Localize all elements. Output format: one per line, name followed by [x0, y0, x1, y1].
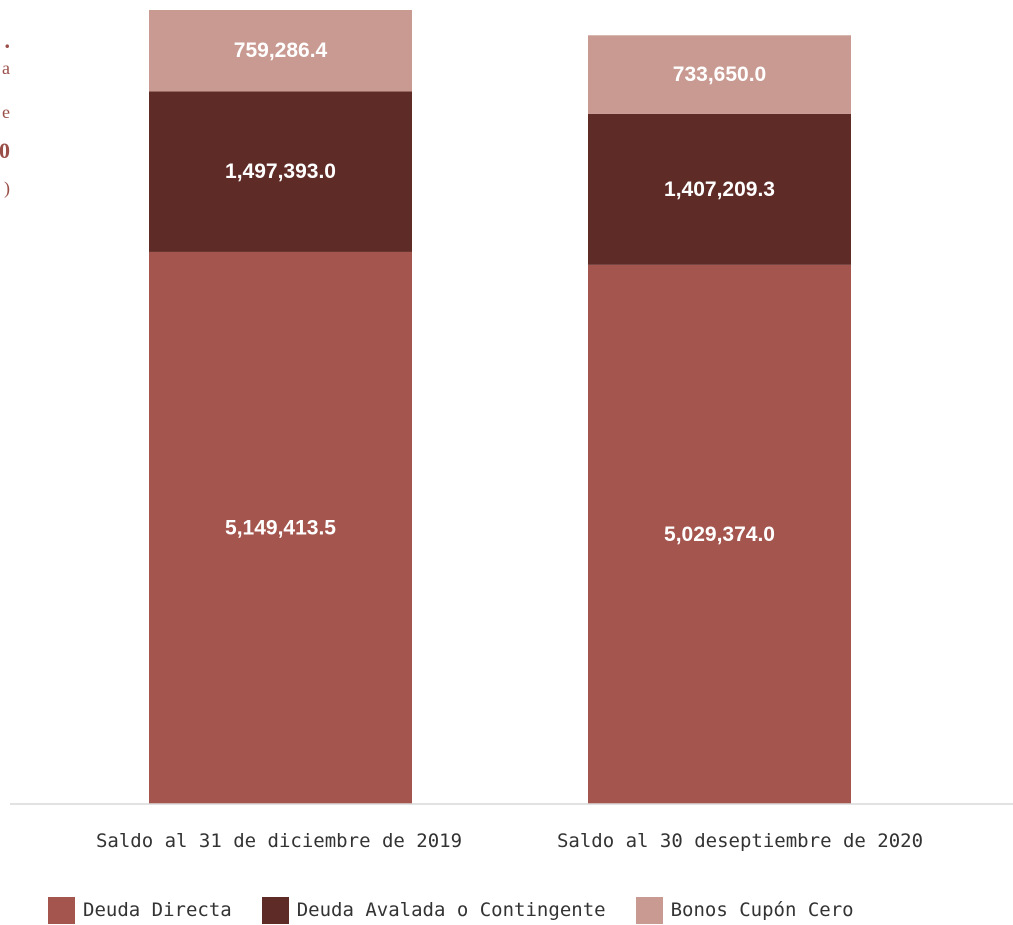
legend-swatch — [48, 896, 75, 924]
bar-segment — [588, 113, 851, 265]
category-label: Saldo al 30 deseptiembre de 2020 — [557, 830, 923, 852]
legend-item: Deuda Directa — [48, 896, 232, 924]
bar-segment — [149, 10, 412, 92]
bar-segment — [588, 264, 851, 804]
legend-item: Bonos Cupón Cero — [635, 896, 854, 924]
data-label: 5,029,374.0 — [664, 523, 775, 546]
bars-group: 5,149,413.5 1,497,393.0 759,286.4 5,029,374… — [149, 10, 851, 804]
legend-swatch — [261, 896, 289, 924]
category-labels: Saldo al 31 de diciembre de 2019 Saldo al… — [96, 830, 923, 852]
legend-item: Deuda Avalada o Contingente — [261, 896, 606, 924]
data-label: 5,149,413.5 — [225, 516, 336, 539]
legend-label: Deuda Directa — [83, 899, 232, 921]
clipped-title-fragment: . a e 0 ) — [0, 28, 10, 198]
bar-segment — [149, 91, 412, 252]
bar-segment — [149, 251, 412, 804]
data-label: 1,497,393.0 — [225, 160, 336, 183]
category-label: Saldo al 31 de diciembre de 2019 — [96, 830, 462, 852]
legend-swatch — [635, 896, 663, 924]
legend: Deuda Directa Deuda Avalada o Contingente… — [48, 895, 854, 925]
data-label: 759,286.4 — [234, 39, 328, 62]
data-label: 733,650.0 — [673, 63, 766, 86]
stacked-bar-chart: 5,149,413.5 1,497,393.0 759,286.4 5,029,374… — [10, 10, 1013, 852]
data-label: 1,407,209.3 — [664, 178, 775, 201]
legend-label: Bonos Cupón Cero — [670, 899, 854, 921]
legend-label: Deuda Avalada o Contingente — [296, 899, 606, 921]
bar-segment — [588, 35, 851, 114]
